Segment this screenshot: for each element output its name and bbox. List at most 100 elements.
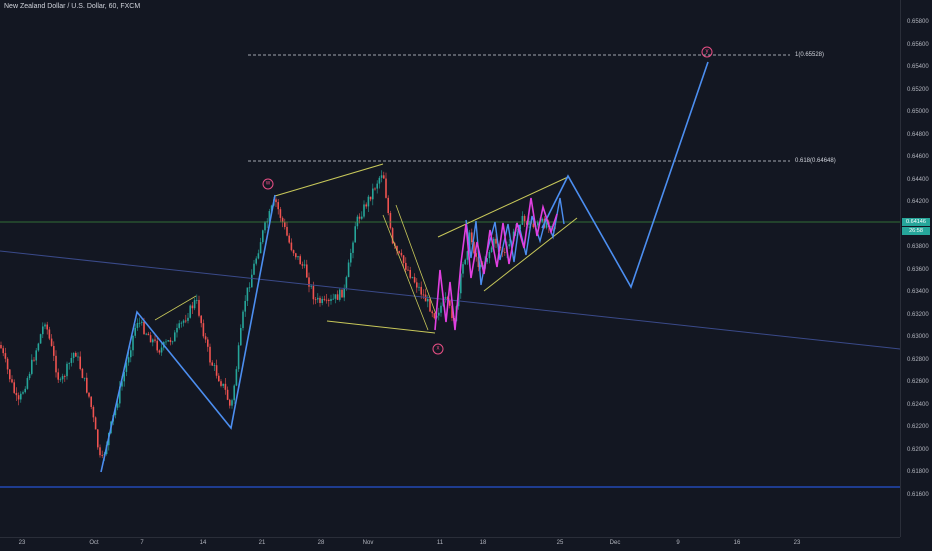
candle-body [61, 376, 64, 380]
candle-body [398, 251, 400, 253]
candle-body [449, 300, 451, 306]
candle-body [127, 357, 130, 363]
price-axis-label: 0.62800 [907, 357, 929, 363]
candle-body [400, 252, 403, 256]
candle-body [121, 381, 123, 387]
candle-body [312, 285, 315, 300]
price-axis-label: 0.63600 [907, 267, 929, 273]
candle-body [286, 226, 288, 236]
price-axis-label: 0.61800 [907, 469, 929, 475]
candle-body [125, 362, 128, 372]
candle-body [385, 178, 387, 198]
candle-body [4, 353, 7, 359]
time-axis-label: 7 [140, 540, 144, 546]
price-axis-label: 0.65600 [907, 42, 929, 48]
candle-body [416, 282, 418, 288]
candle-body [149, 335, 152, 343]
candle-body [409, 270, 411, 278]
time-axis-label: 9 [676, 540, 680, 546]
time-axis[interactable]: 23 Oct 7 14 21 28 Nov 11 18 25 Dec 9 16 23 [0, 537, 900, 551]
candle-body [99, 447, 101, 456]
price-axis-label: 0.62400 [907, 402, 929, 408]
candle-body [508, 244, 510, 247]
candle-body [220, 381, 222, 386]
candle-body [246, 287, 249, 301]
price-chart[interactable] [0, 0, 901, 537]
candle-body [215, 365, 218, 376]
candle-body [550, 226, 552, 228]
candle-body [330, 299, 332, 301]
candle-body [457, 293, 460, 307]
candle-body [39, 334, 42, 344]
candle-body [422, 294, 425, 296]
candle-body [279, 209, 282, 218]
time-axis-label: 14 [199, 540, 207, 546]
candle-body [231, 400, 233, 406]
candle-body [292, 250, 295, 254]
candle-body [281, 217, 284, 223]
candle-body [196, 300, 198, 301]
candle-body [88, 392, 90, 397]
candle-body [251, 274, 253, 288]
candle-body [83, 377, 86, 379]
time-axis-label: 23 [793, 540, 801, 546]
candle-body [352, 242, 354, 253]
candle-body [169, 340, 172, 343]
candle-body [374, 188, 376, 190]
candle-body [301, 264, 304, 266]
candle-body [64, 376, 66, 377]
candle-body [444, 297, 447, 299]
time-axis-label: Nov [362, 540, 374, 546]
candle-body [473, 242, 475, 254]
candle-body [81, 368, 84, 378]
wave-label-w[interactable]: w [262, 178, 274, 190]
candle-body [235, 369, 238, 386]
candle-body [383, 175, 385, 179]
candle-body [42, 326, 44, 335]
time-axis-label: Dec [609, 540, 621, 546]
candle-body [123, 371, 125, 382]
falling-channel-b [382, 214, 429, 331]
candle-body [288, 235, 290, 243]
candle-body [411, 277, 414, 278]
candle-body [226, 389, 229, 400]
price-axis[interactable]: 0.65800 0.65600 0.65400 0.65200 0.65000 0.648… [900, 0, 932, 537]
candle-body [70, 357, 73, 363]
time-axis-label: 21 [258, 540, 266, 546]
candle-body [532, 223, 535, 228]
candle-body [154, 339, 156, 341]
candle-body [257, 253, 260, 259]
candle-body [268, 210, 271, 222]
candle-body [176, 327, 178, 333]
symbol-title[interactable]: New Zealand Dollar / U.S. Dollar, 60, FX… [4, 3, 141, 10]
candle-body [11, 379, 13, 383]
wave-label-y[interactable]: y [701, 46, 713, 58]
candle-body [325, 299, 328, 301]
candle-body [460, 273, 462, 294]
candle-body [367, 196, 370, 207]
candle-body [420, 286, 422, 295]
falling-channel-a [395, 204, 438, 318]
candle-body [389, 213, 392, 229]
candle-body [207, 339, 209, 347]
candle-body [229, 399, 231, 406]
fib-label-0618: 0.618(0.64648) [795, 158, 836, 164]
candle-body [6, 358, 9, 370]
candle-body [365, 204, 367, 207]
candle-body [264, 222, 266, 231]
candle-body [145, 333, 147, 335]
candle-body [495, 238, 497, 244]
candle-body [466, 251, 469, 260]
candle-body [222, 383, 224, 386]
time-axis-label: 23 [18, 540, 26, 546]
candle-body [171, 341, 174, 343]
candle-body [213, 365, 216, 367]
blue-wave-minor [465, 197, 565, 286]
candle-body [237, 345, 240, 370]
chart-pane[interactable]: New Zealand Dollar / U.S. Dollar, 60, FX… [0, 0, 901, 537]
wedge-upper-line [437, 176, 569, 238]
candle-body [321, 298, 323, 303]
candle-body [68, 362, 70, 364]
countdown-tag: 26:58 [902, 227, 930, 235]
wave-label-x[interactable]: x [432, 343, 444, 355]
